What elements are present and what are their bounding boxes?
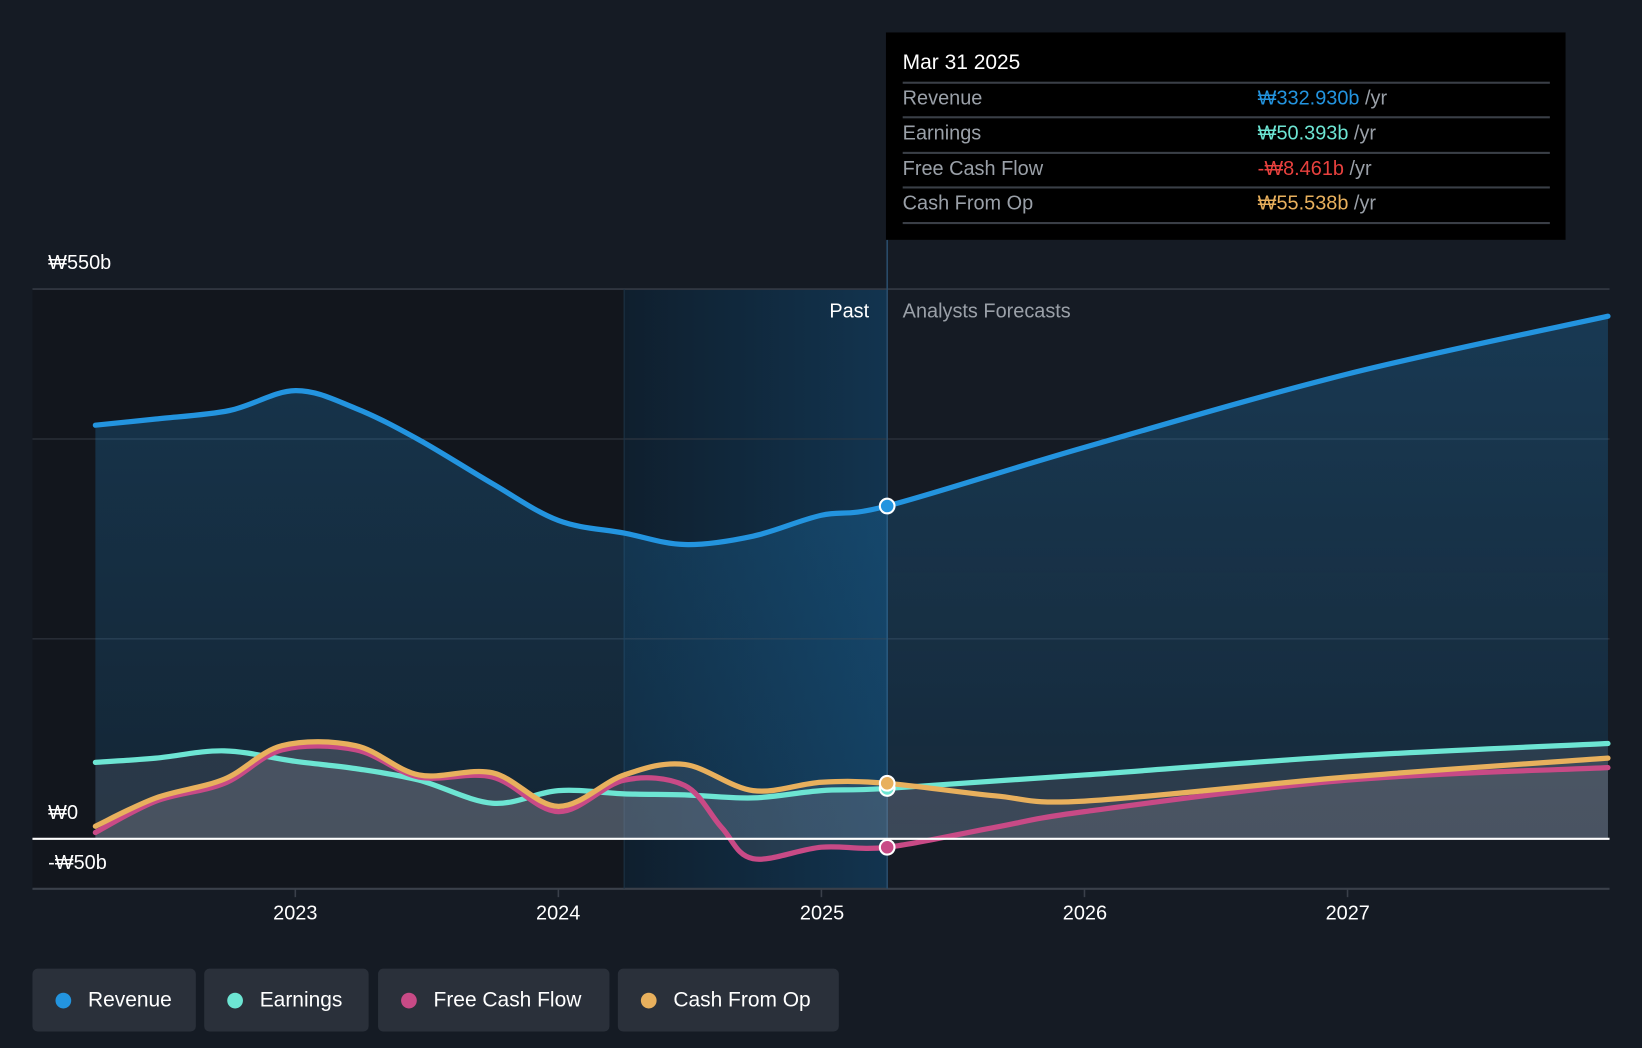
tooltip-row-cfo: Cash From Op ₩55.538b /yr (902, 186, 1550, 223)
legend-free-cash-flow[interactable]: Free Cash Flow (378, 968, 610, 1032)
legend-dot-icon (401, 992, 417, 1008)
x-tick-label: 2025 (799, 902, 845, 925)
tooltip-unit: /yr (1359, 87, 1388, 110)
x-tick-label: 2026 (1062, 902, 1108, 925)
x-tick-label: 2027 (1325, 902, 1370, 925)
cash-from-op-marker (878, 774, 896, 792)
cash-from-op-line (92, 739, 1611, 829)
tooltip-divider (902, 222, 1550, 225)
tooltip-value-wrap: -₩8.461b /yr (1258, 158, 1372, 181)
earnings-line (92, 740, 1611, 806)
legend-cash-from-op[interactable]: Cash From Op (617, 968, 839, 1032)
past-label: Past (829, 300, 870, 323)
tooltip-value-wrap: ₩55.538b /yr (1258, 193, 1376, 216)
tooltip-value: ₩50.393b (1257, 122, 1349, 145)
y-tick-label: ₩550b (48, 252, 112, 275)
tooltip-label: Cash From Op (902, 192, 1034, 215)
legend-dot-icon (640, 992, 657, 1008)
y-tick-label: ₩0 (48, 802, 79, 825)
legend-dot-icon (227, 992, 243, 1008)
tooltip-value: ₩55.538b (1257, 192, 1349, 215)
x-tick-label: 2024 (536, 902, 581, 925)
tooltip-date: Mar 31 2025 (902, 51, 1021, 75)
tooltip-label: Earnings (902, 122, 982, 145)
revenue-line (92, 313, 1611, 548)
tooltip-unit: /yr (1348, 192, 1377, 215)
legend-label: Free Cash Flow (433, 988, 582, 1012)
tooltip-unit: /yr (1343, 158, 1372, 181)
free-cash-flow-marker (878, 838, 896, 856)
tooltip-row-revenue: Revenue ₩332.930b /yr (902, 81, 1550, 119)
y-tick-label: -₩50b (48, 852, 107, 875)
legend-label: Cash From Op (673, 988, 811, 1012)
forecast-label: Analysts Forecasts (902, 300, 1071, 323)
x-tick-label: 2023 (273, 902, 318, 925)
legend-revenue[interactable]: Revenue (32, 968, 196, 1032)
tooltip-value-wrap: ₩332.930b /yr (1258, 88, 1387, 111)
tooltip-unit: /yr (1348, 122, 1377, 145)
tooltip-label: Revenue (902, 87, 983, 110)
tooltip-row-fcf: Free Cash Flow -₩8.461b /yr (902, 151, 1550, 189)
legend-dot-icon (55, 992, 72, 1008)
tooltip-value: -₩8.461b (1257, 158, 1344, 181)
tooltip-label: Free Cash Flow (902, 158, 1044, 181)
free-cash-flow-area (95, 746, 1608, 860)
revenue-area (95, 316, 1608, 839)
legend-earnings[interactable]: Earnings (204, 968, 369, 1032)
tooltip-value-wrap: ₩50.393b /yr (1258, 123, 1376, 146)
legend-label: Revenue (87, 988, 172, 1012)
tooltip-value: ₩332.930b (1257, 87, 1360, 110)
legend-label: Earnings (259, 988, 343, 1012)
free-cash-flow-line (92, 743, 1611, 862)
tooltip-row-earnings: Earnings ₩50.393b /yr (902, 116, 1550, 153)
tooltip: Mar 31 2025 Revenue ₩332.930b /yr Earnin… (885, 32, 1566, 240)
revenue-marker (878, 497, 896, 515)
